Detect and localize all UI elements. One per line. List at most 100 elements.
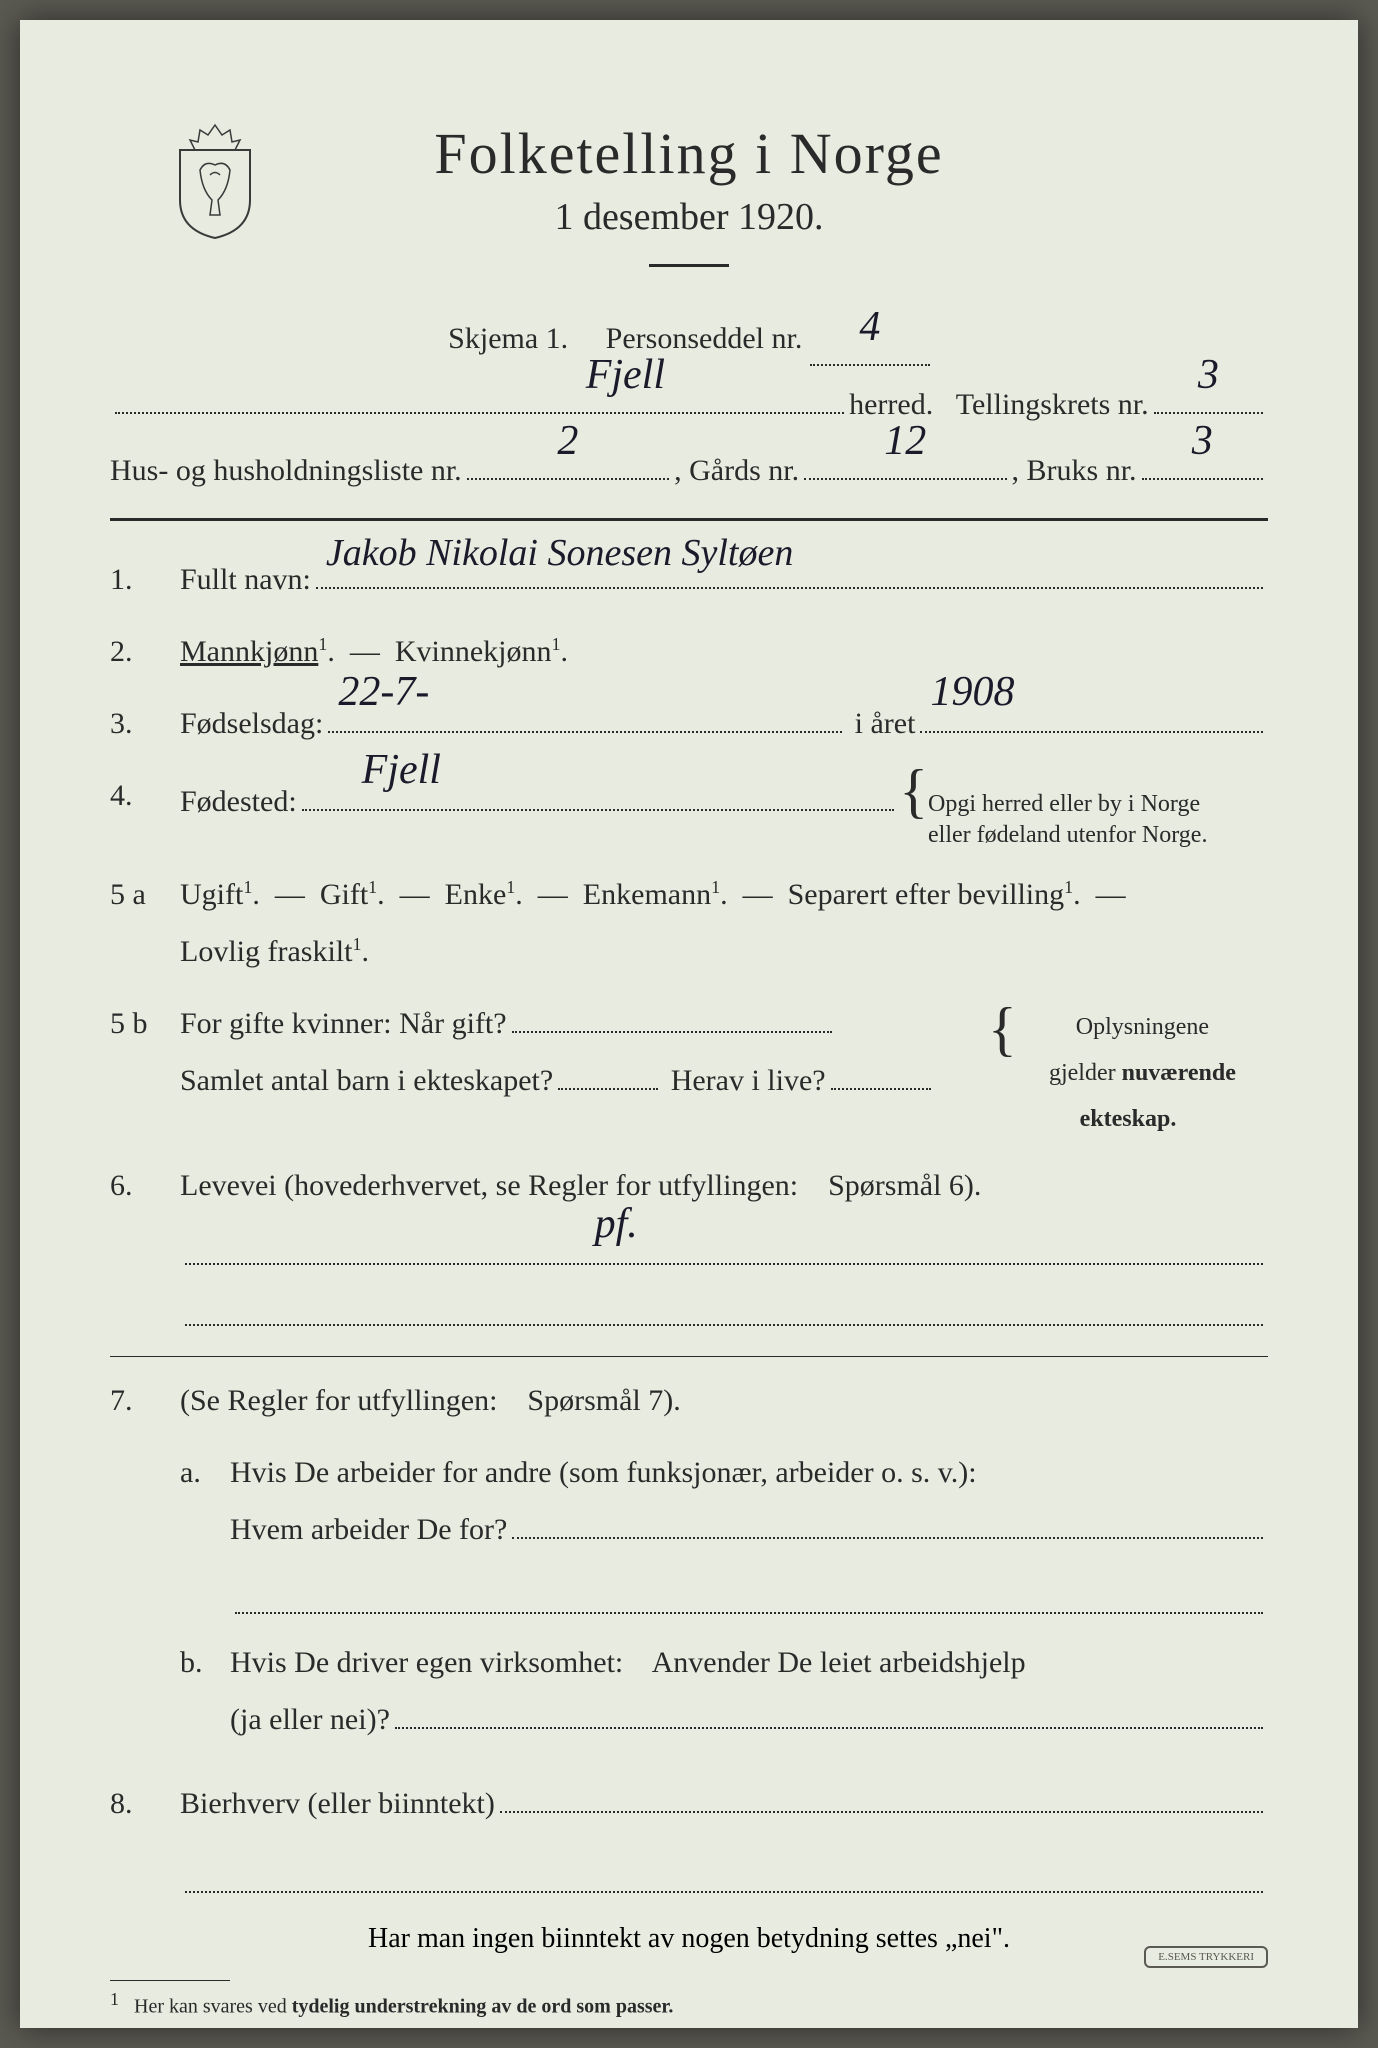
fodested-field: Fjell	[302, 775, 895, 811]
oplysningene-1: Oplysningene	[1076, 1014, 1209, 1040]
title-block: Folketelling i Norge 1 desember 1920.	[434, 120, 943, 292]
q8-body: Bierhverv (eller biinntekt)	[180, 1775, 1268, 1832]
q7b-text1: Hvis De driver egen virksomhet:	[230, 1646, 623, 1679]
footnote-divider	[110, 1980, 230, 1981]
header: Folketelling i Norge 1 desember 1920.	[110, 120, 1268, 292]
aret-field: 1908	[920, 697, 1263, 733]
fullt-navn-field: Jakob Nikolai Sonesen Syltøen	[316, 553, 1263, 589]
tellingskrets-value: 3	[1198, 338, 1219, 414]
tellingskrets-label: Tellingskrets nr.	[956, 378, 1149, 432]
personseddel-field: 4	[810, 330, 930, 366]
question-7: 7. (Se Regler for utfyllingen: Spørsmål …	[110, 1372, 1268, 1760]
shield-svg	[170, 120, 260, 240]
date-subtitle: 1 desember 1920.	[434, 195, 943, 239]
levevei-line1: pf.	[180, 1229, 1268, 1265]
q2-num: 2.	[110, 623, 180, 680]
q3-body: Fødselsdag: 22-7- i året 1908	[180, 695, 1268, 752]
barn-row: Samlet antal barn i ekteskapet? Herav i …	[180, 1052, 988, 1109]
question-6: 6. Levevei (hovederhvervet, se Regler fo…	[110, 1157, 1268, 1326]
nar-gift-label: Når gift?	[399, 995, 506, 1052]
ekteskap-note: { Oplysningene gjelder nuværende ekteska…	[988, 1005, 1268, 1142]
herred-row: Fjell herred. Tellingskrets nr. 3	[110, 378, 1268, 432]
question-7b: b. Hvis De driver egen virksomhet: Anven…	[180, 1634, 1268, 1748]
oplysningene-3: ekteskap.	[1080, 1106, 1177, 1132]
for-gifte-label: For gifte kvinner:	[180, 995, 392, 1052]
q5b-num: 5 b	[110, 995, 180, 1142]
enkemann-label: Enkemann	[583, 878, 711, 911]
ugift-label: Ugift	[180, 878, 243, 911]
q7-body: (Se Regler for utfyllingen: Spørsmål 7).…	[180, 1372, 1268, 1760]
gift-label: Gift	[320, 878, 368, 911]
nar-gift-row: For gifte kvinner: Når gift?	[180, 995, 988, 1052]
q6-body: Levevei (hovederhvervet, se Regler for u…	[180, 1157, 1268, 1326]
q7a-text2: Hvem arbeider De for?	[230, 1501, 507, 1558]
levevei-value: pf.	[595, 1185, 638, 1265]
q7a-line: Hvem arbeider De for?	[230, 1501, 1268, 1558]
q6-divider	[110, 1356, 1268, 1357]
q5b-body: { Oplysningene gjelder nuværende ekteska…	[180, 995, 1268, 1142]
fodested-note-1: Opgi herred eller by i Norge	[928, 791, 1200, 817]
herav-field	[831, 1054, 931, 1090]
q3-num: 3.	[110, 695, 180, 752]
samlet-label: Samlet antal barn i ekteskapet?	[180, 1052, 553, 1109]
q7b-text3: (ja eller nei)?	[230, 1691, 390, 1748]
separert-label: Separert efter bevilling	[788, 878, 1065, 911]
coat-of-arms-icon	[170, 120, 260, 240]
q5a-num: 5 a	[110, 866, 180, 980]
herav-label: Herav i live?	[671, 1052, 826, 1109]
q4-body: Fødested: Fjell { Opgi herred eller by i…	[180, 767, 1268, 851]
question-4: 4. Fødested: Fjell { Opgi herred eller b…	[110, 767, 1268, 851]
levevei-field: pf.	[185, 1229, 1263, 1265]
question-1: 1. Fullt navn: Jakob Nikolai Sonesen Syl…	[110, 551, 1268, 608]
gards-value: 12	[884, 404, 926, 480]
brace-icon-2: {	[988, 1005, 1017, 1053]
q8-num: 8.	[110, 1775, 180, 1832]
fodested-note: Opgi herred eller by i Norge eller fødel…	[928, 789, 1268, 851]
divider-icon	[649, 264, 729, 267]
question-2: 2. Mannkjønn1. — Kvinnekjønn1.	[110, 623, 1268, 680]
aret-value: 1908	[930, 653, 1014, 733]
stamp-text: E.SEMS TRYKKERI	[1158, 1951, 1254, 1963]
question-7a: a. Hvis De arbeider for andre (som funks…	[180, 1444, 1268, 1614]
herred-value: Fjell	[586, 338, 665, 414]
q7b-line: (ja eller nei)?	[230, 1691, 1268, 1748]
hus-field: 2	[467, 444, 669, 480]
q7-label: (Se Regler for utfyllingen:	[180, 1384, 497, 1417]
lovlig-label: Lovlig fraskilt	[180, 935, 352, 968]
q7b-letter: b.	[180, 1634, 230, 1748]
q7-label2: Spørsmål 7).	[527, 1384, 680, 1417]
schema-prefix: Skjema 1.	[448, 322, 568, 355]
fodselsdag-field: 22-7-	[328, 697, 842, 733]
q7a-body: Hvis De arbeider for andre (som funksjon…	[230, 1444, 1268, 1614]
fullt-navn-label: Fullt navn:	[180, 551, 311, 608]
q7a-letter: a.	[180, 1444, 230, 1614]
fodested-value: Fjell	[362, 731, 441, 811]
bottom-note: Har man ingen biinntekt av nogen betydni…	[110, 1923, 1268, 1955]
gards-field: 12	[804, 444, 1006, 480]
q7a-text1: Hvis De arbeider for andre (som funksjon…	[230, 1456, 977, 1489]
question-3: 3. Fødselsdag: 22-7- i året 1908	[110, 695, 1268, 752]
samlet-field	[558, 1054, 658, 1090]
hus-row: Hus- og husholdningsliste nr. 2 , Gårds …	[110, 444, 1268, 498]
q1-body: Fullt navn: Jakob Nikolai Sonesen Syltøe…	[180, 551, 1268, 608]
herred-field: Fjell	[115, 378, 844, 414]
hus-label: Hus- og husholdningsliste nr.	[110, 444, 462, 498]
brace-icon: {	[899, 767, 928, 815]
q1-num: 1.	[110, 551, 180, 608]
oplysningene-2: gjelder nuværende	[1049, 1060, 1236, 1086]
q6-num: 6.	[110, 1157, 180, 1326]
question-8: 8. Bierhverv (eller biinntekt)	[110, 1775, 1268, 1832]
q7b-text2: Anvender De leiet arbeidshjelp	[652, 1646, 1026, 1679]
fodested-note-2: eller fødeland utenfor Norge.	[928, 822, 1207, 848]
levevei-label: Levevei (hovederhvervet, se Regler for u…	[180, 1169, 798, 1202]
q7-num: 7.	[110, 1372, 180, 1760]
schema-row: Skjema 1. Personseddel nr. 4	[110, 312, 1268, 366]
footnote-num: 1	[110, 1989, 119, 2009]
aret-label: i året	[855, 695, 916, 752]
q7a-field-2	[235, 1578, 1263, 1614]
hus-value: 2	[557, 404, 578, 480]
q4-num: 4.	[110, 767, 180, 851]
bruks-label: , Bruks nr.	[1012, 444, 1137, 498]
bruks-value: 3	[1192, 404, 1213, 480]
fullt-navn-value: Jakob Nikolai Sonesen Syltøen	[326, 517, 794, 589]
